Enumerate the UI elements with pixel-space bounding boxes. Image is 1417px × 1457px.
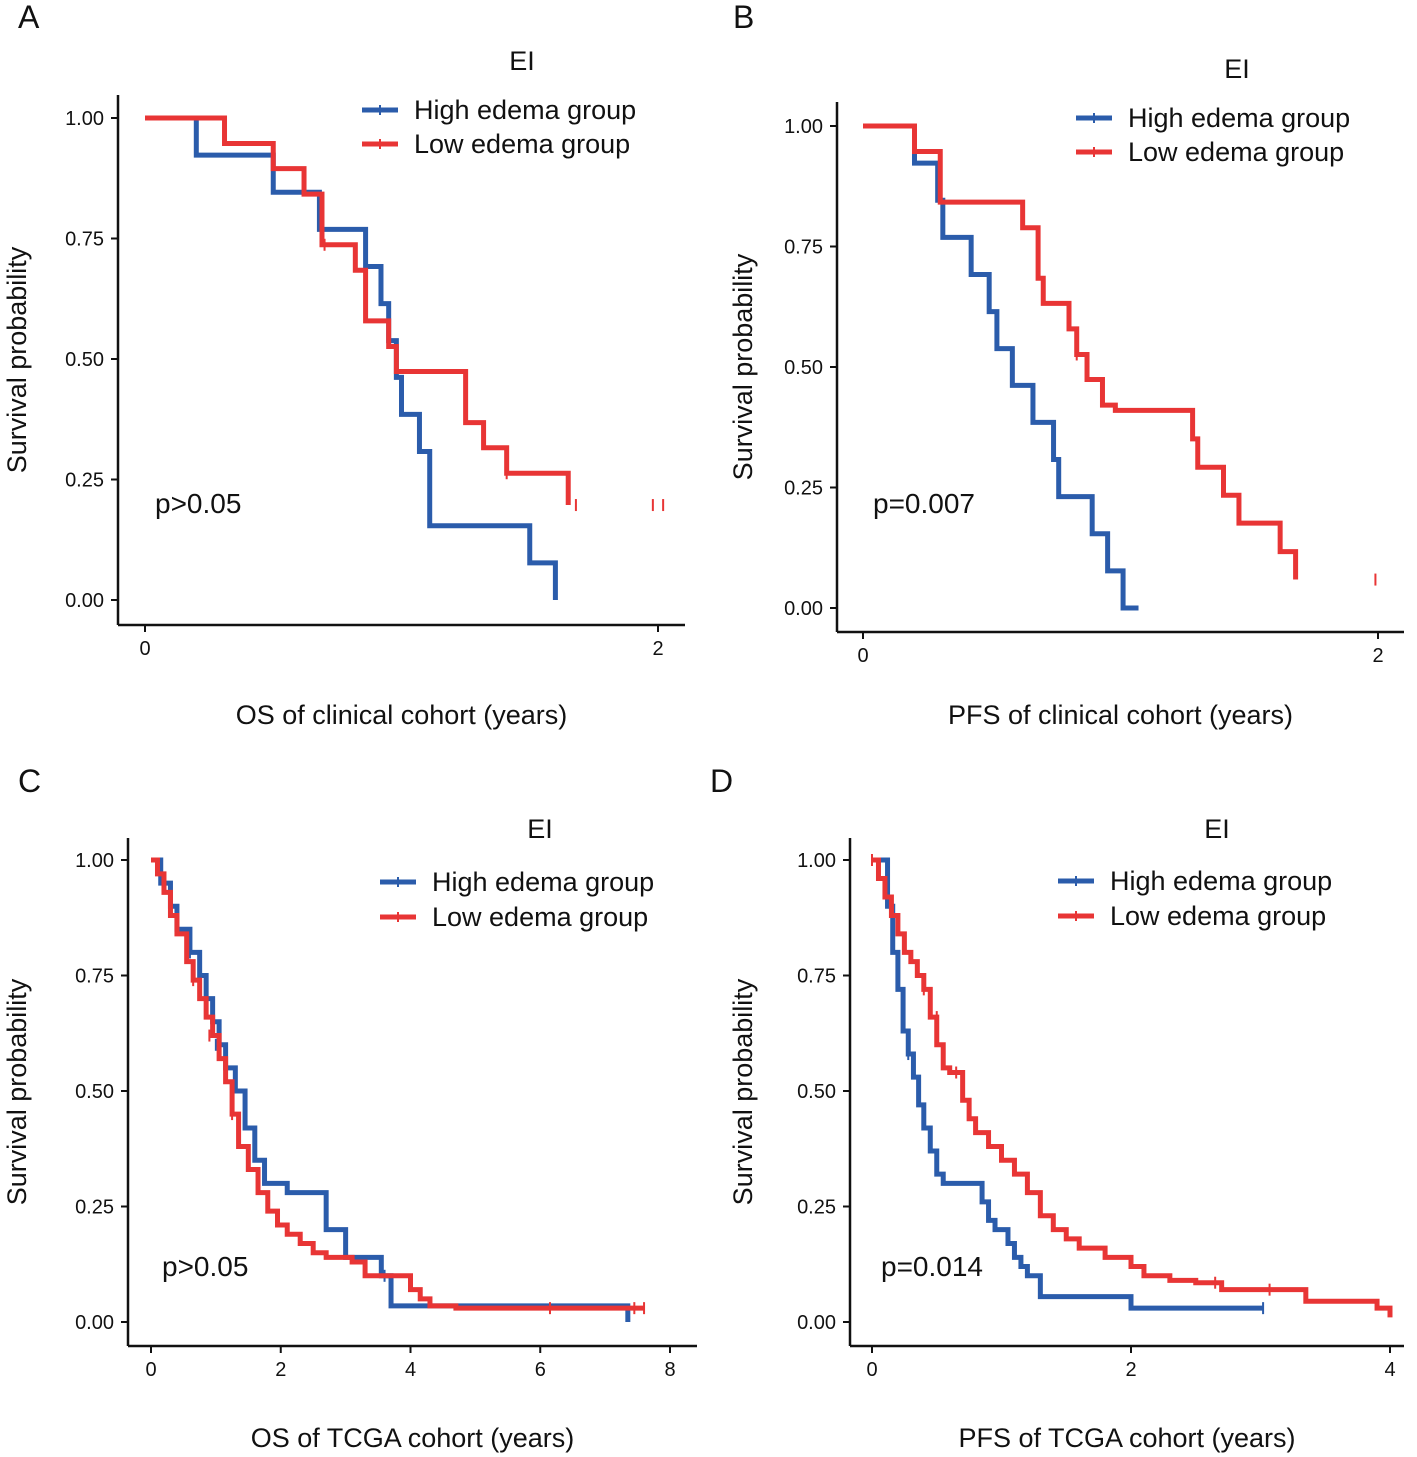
x-tick-label: 2 bbox=[1372, 645, 1383, 667]
panel-letter: D bbox=[710, 763, 733, 799]
legend-title: EI bbox=[1204, 814, 1230, 844]
legend-label-low-edema: Low edema group bbox=[1128, 137, 1344, 167]
y-tick-label: 1.00 bbox=[784, 116, 823, 138]
y-tick-label: 0.75 bbox=[797, 966, 836, 988]
y-tick-label: 0.25 bbox=[784, 478, 823, 500]
legend-title: EI bbox=[1224, 54, 1250, 84]
legend-label-high-edema: High edema group bbox=[414, 95, 636, 125]
legend-label-low-edema: Low edema group bbox=[414, 129, 630, 159]
legend-label-high-edema: High edema group bbox=[432, 867, 654, 897]
panel-letter: B bbox=[733, 0, 754, 35]
x-tick-label: 2 bbox=[652, 638, 663, 660]
legend-title: EI bbox=[527, 814, 553, 844]
km-curve-low-edema bbox=[151, 857, 645, 1311]
x-tick-label: 0 bbox=[139, 638, 150, 660]
y-axis-title: Survival probability bbox=[728, 253, 758, 480]
y-tick-label: 0.25 bbox=[75, 1197, 114, 1219]
x-axis-title: PFS of TCGA cohort (years) bbox=[958, 1423, 1295, 1453]
km-curve-high-edema bbox=[145, 115, 558, 600]
y-tick-label: 0.50 bbox=[75, 1081, 114, 1103]
km-panel-b: B 0.00 0.25 0.50 0.75 1.00 0 2 PFS of clinical c… bbox=[728, 0, 1404, 730]
panel-letter: C bbox=[18, 763, 41, 799]
y-axis-title: Survival probability bbox=[728, 978, 758, 1205]
km-curve-high-edema bbox=[863, 123, 1139, 611]
p-value-annotation: p=0.014 bbox=[881, 1251, 983, 1282]
x-tick-label: 2 bbox=[275, 1359, 286, 1381]
x-tick-label: 0 bbox=[145, 1359, 156, 1381]
x-tick-label: 8 bbox=[664, 1359, 675, 1381]
y-tick-label: 0.75 bbox=[65, 229, 104, 251]
y-tick-label: 1.00 bbox=[65, 108, 104, 130]
y-tick-label: 0.00 bbox=[65, 590, 104, 612]
km-curve-high-edema bbox=[151, 857, 631, 1322]
legend-label-low-edema: Low edema group bbox=[1110, 901, 1326, 931]
y-tick-label: 0.25 bbox=[65, 470, 104, 492]
panel-letter: A bbox=[18, 0, 40, 35]
km-panel-c: C 0.00 0.25 0.50 0.75 1.00 0 2 4 6 8 OS of TCGA coh… bbox=[2, 763, 697, 1453]
km-panel-a: A 0.00 0.25 0.50 0.75 1.00 0 2 OS of clinical co… bbox=[2, 0, 685, 730]
x-tick-label: 6 bbox=[535, 1359, 546, 1381]
km-curve-low-edema bbox=[872, 857, 1393, 1318]
y-tick-label: 0.00 bbox=[75, 1312, 114, 1334]
y-tick-label: 0.50 bbox=[797, 1081, 836, 1103]
p-value-annotation: p>0.05 bbox=[155, 488, 241, 519]
x-tick-label: 0 bbox=[857, 645, 868, 667]
p-value-annotation: p>0.05 bbox=[162, 1251, 248, 1282]
y-axis-title: Survival probability bbox=[2, 978, 32, 1205]
p-value-annotation: p=0.007 bbox=[873, 488, 975, 519]
km-curve-low-edema bbox=[863, 123, 1299, 580]
y-tick-label: 0.50 bbox=[65, 349, 104, 371]
legend-label-low-edema: Low edema group bbox=[432, 902, 648, 932]
y-tick-label: 0.00 bbox=[797, 1312, 836, 1334]
y-tick-label: 1.00 bbox=[797, 850, 836, 872]
km-curve-high-edema bbox=[872, 857, 1264, 1311]
legend-title: EI bbox=[509, 46, 535, 76]
x-tick-label: 4 bbox=[405, 1359, 416, 1381]
x-axis-title: PFS of clinical cohort (years) bbox=[948, 700, 1293, 730]
x-tick-label: 0 bbox=[866, 1359, 877, 1381]
x-tick-label: 4 bbox=[1384, 1359, 1395, 1381]
km-panel-d: D 0.00 0.25 0.50 0.75 1.00 0 2 4 PFS of TCGA coho… bbox=[710, 763, 1404, 1453]
y-tick-label: 1.00 bbox=[75, 850, 114, 872]
y-tick-label: 0.25 bbox=[797, 1197, 836, 1219]
legend-label-high-edema: High edema group bbox=[1128, 103, 1350, 133]
y-tick-label: 0.50 bbox=[784, 357, 823, 379]
y-tick-label: 0.75 bbox=[784, 237, 823, 259]
x-axis-title: OS of TCGA cohort (years) bbox=[251, 1423, 575, 1453]
y-tick-label: 0.75 bbox=[75, 966, 114, 988]
y-tick-label: 0.00 bbox=[784, 598, 823, 620]
x-axis-title: OS of clinical cohort (years) bbox=[236, 700, 568, 730]
y-axis-title: Survival probability bbox=[2, 246, 32, 473]
x-tick-label: 2 bbox=[1125, 1359, 1136, 1381]
km-curve-low-edema bbox=[145, 115, 571, 506]
legend-label-high-edema: High edema group bbox=[1110, 866, 1332, 896]
